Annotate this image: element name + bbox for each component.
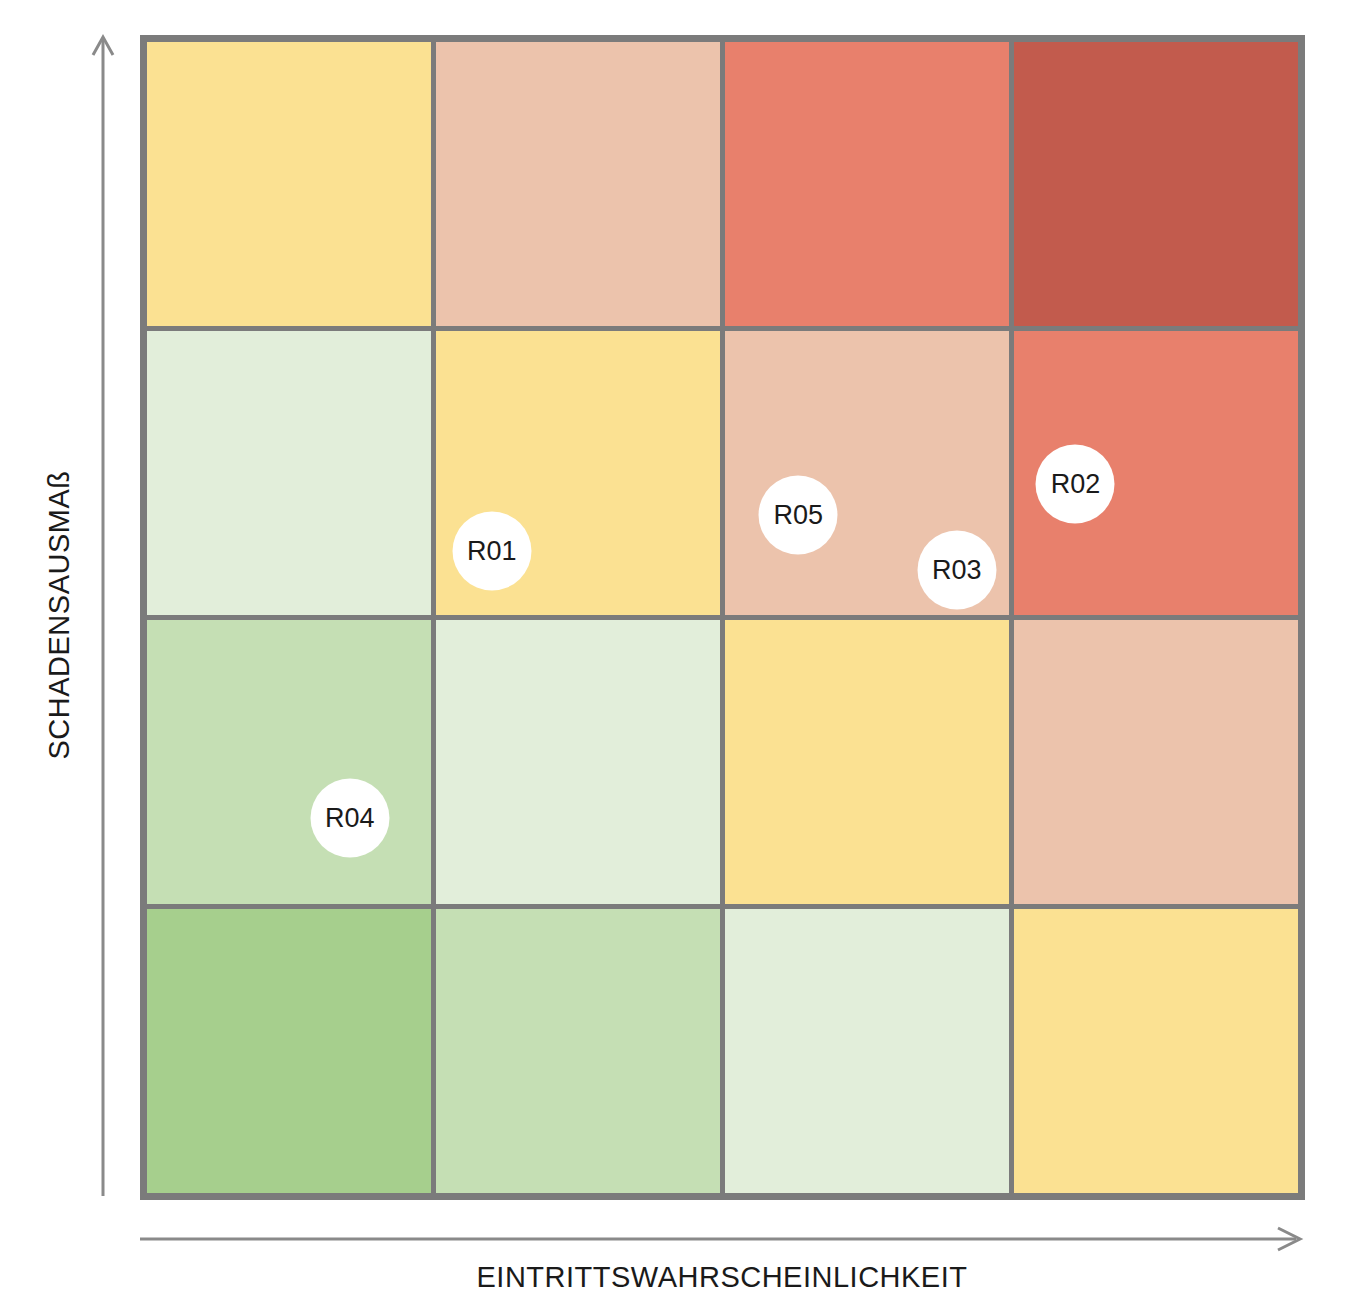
risk-cell-r3-c3: [725, 620, 1009, 904]
risk-cell-r3-c4: [1014, 620, 1298, 904]
risk-cell-r1-c4: [1014, 42, 1298, 326]
risk-cell-r4-c4: [1014, 909, 1298, 1193]
risk-marker-R04[interactable]: R04: [310, 778, 389, 857]
risk-cell-r4-c1: [147, 909, 431, 1193]
y-axis-arrow: [84, 28, 124, 1203]
y-axis-label: SCHADENSAUSMAß: [43, 471, 76, 760]
risk-cell-r4-c3: [725, 909, 1009, 1193]
risk-matrix-page: SCHADENSAUSMAß EINTRITTSWAHRSCHEINLICHKE…: [0, 0, 1352, 1314]
risk-cell-r3-c2: [436, 620, 720, 904]
risk-cell-r1-c3: [725, 42, 1009, 326]
risk-cell-r2-c1: [147, 331, 431, 615]
risk-cell-r4-c2: [436, 909, 720, 1193]
risk-cell-r1-c2: [436, 42, 720, 326]
risk-marker-R03[interactable]: R03: [917, 530, 996, 609]
risk-marker-R02[interactable]: R02: [1036, 444, 1115, 523]
risk-marker-R05[interactable]: R05: [759, 475, 838, 554]
risk-marker-R01[interactable]: R01: [452, 512, 531, 591]
risk-cell-r3-c1: [147, 620, 431, 904]
x-axis-label: EINTRITTSWAHRSCHEINLICHKEIT: [477, 1261, 968, 1294]
risk-cell-r1-c1: [147, 42, 431, 326]
x-axis-arrow: [138, 1219, 1306, 1259]
risk-matrix-grid: [140, 35, 1305, 1200]
